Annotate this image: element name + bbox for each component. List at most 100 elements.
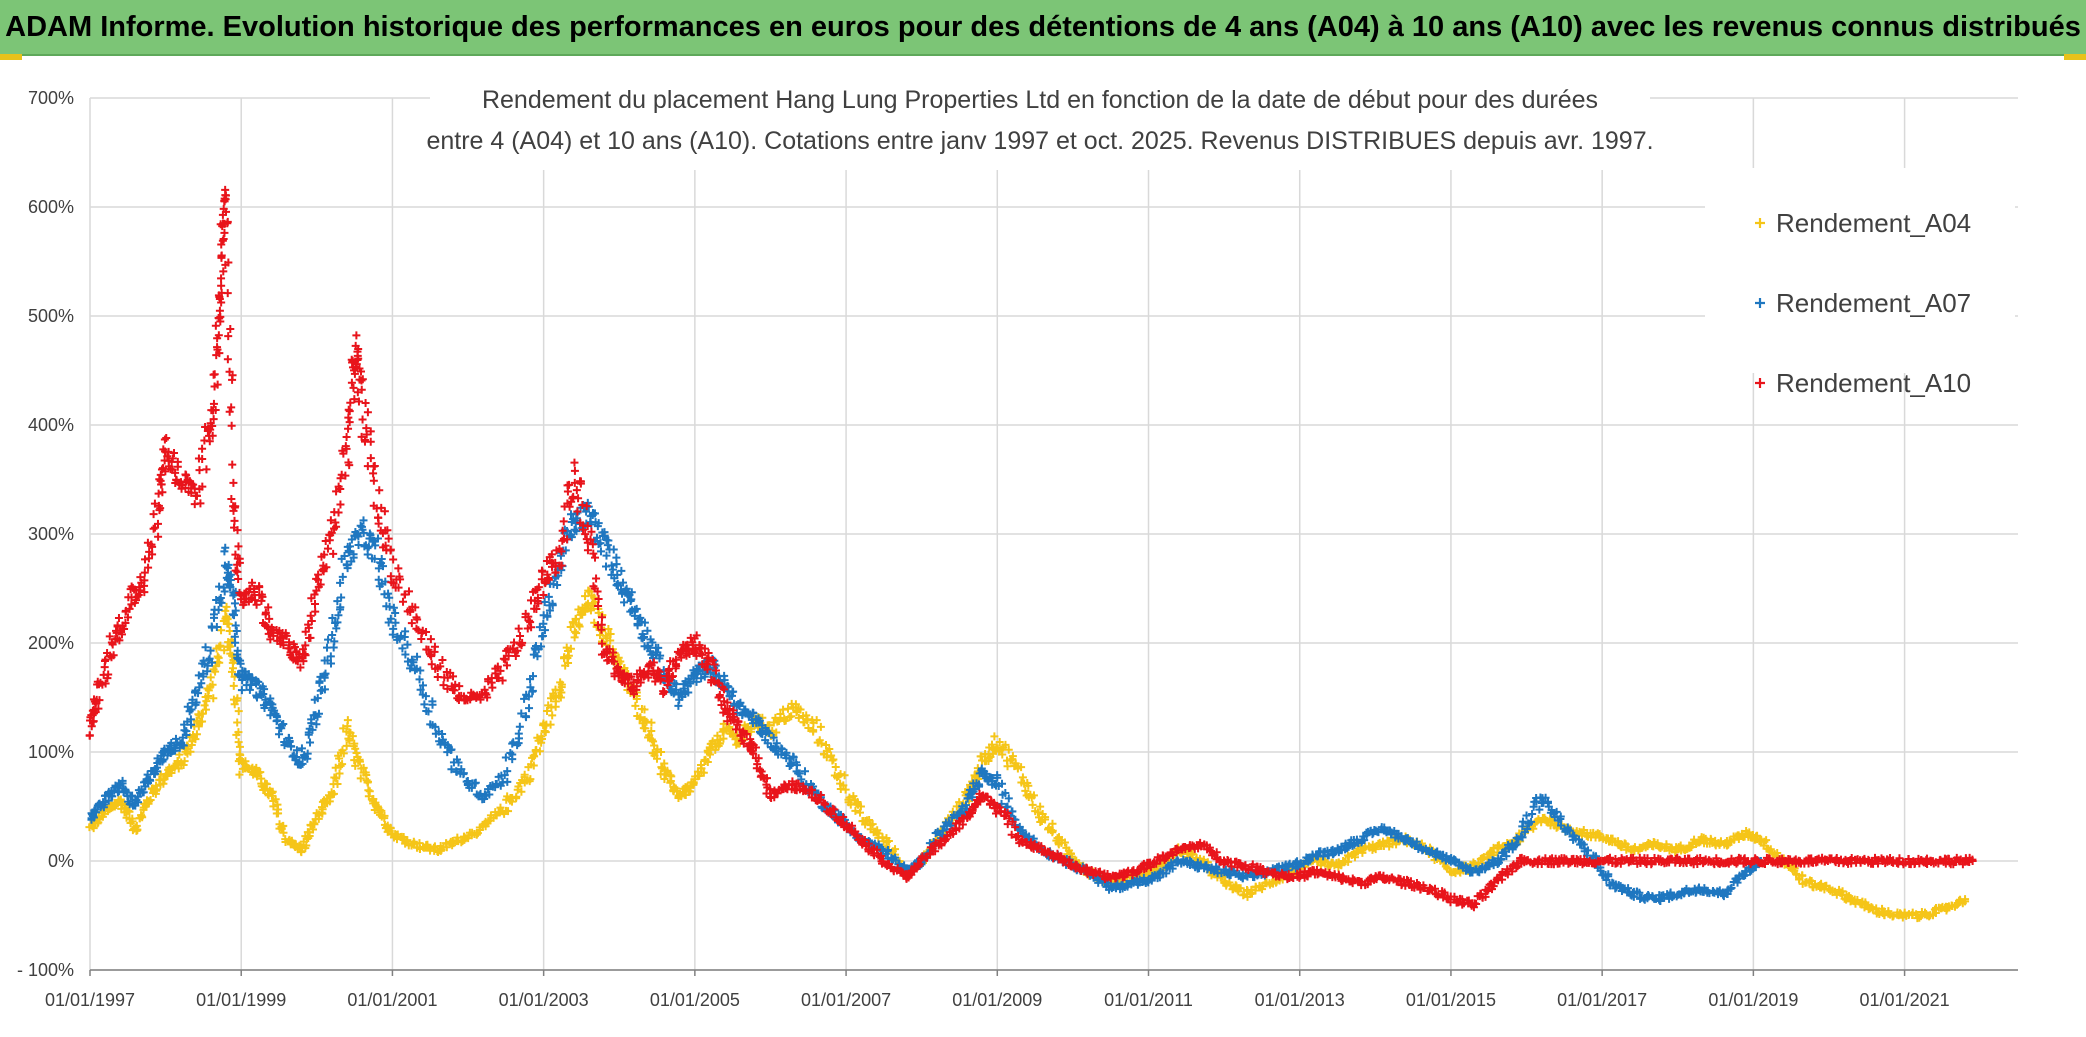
data-point <box>359 415 367 423</box>
data-point <box>610 545 618 553</box>
data-point <box>346 407 354 415</box>
data-point <box>366 787 374 795</box>
page-title: ADAM Informe. Evolution historique des p… <box>5 11 2081 44</box>
data-point <box>787 712 795 720</box>
data-point <box>371 462 379 470</box>
data-point <box>306 738 314 746</box>
data-point <box>841 771 849 779</box>
data-point <box>161 436 169 444</box>
data-point <box>150 525 158 533</box>
data-point <box>217 282 225 290</box>
data-point <box>224 355 232 363</box>
data-point <box>115 614 123 622</box>
data-point <box>394 564 402 572</box>
data-point <box>1528 810 1536 818</box>
data-point <box>332 624 340 632</box>
data-point <box>221 588 229 596</box>
data-point <box>571 628 579 636</box>
data-point <box>230 611 238 619</box>
data-point <box>202 465 210 473</box>
points-layer <box>85 186 1976 922</box>
data-point <box>344 414 352 422</box>
data-point <box>560 517 568 525</box>
data-point <box>369 469 377 477</box>
data-point <box>515 625 523 633</box>
data-point <box>336 500 344 508</box>
data-point <box>226 325 234 333</box>
data-point <box>597 547 605 555</box>
data-point <box>223 603 231 611</box>
data-point <box>455 682 463 690</box>
series-Rendement_A07 <box>87 499 1764 905</box>
data-point <box>516 723 524 731</box>
scatter-chart: - 100%0%100%200%300%400%500%600%700%01/0… <box>0 58 2086 1032</box>
data-point <box>639 634 647 642</box>
data-point <box>364 550 372 558</box>
data-point <box>387 546 395 554</box>
data-point <box>232 621 240 629</box>
data-point <box>367 438 375 446</box>
data-point <box>198 445 206 453</box>
series-Rendement_A04 <box>85 587 1969 922</box>
data-point <box>570 459 578 467</box>
data-point <box>488 684 496 692</box>
data-point <box>211 370 219 378</box>
data-point <box>231 599 239 607</box>
data-point <box>364 778 372 786</box>
data-point <box>253 601 261 609</box>
data-point <box>311 608 319 616</box>
data-point <box>367 454 375 462</box>
data-point <box>312 720 320 728</box>
data-point <box>389 556 397 564</box>
data-point <box>86 732 94 740</box>
data-point <box>307 612 315 620</box>
data-point <box>427 635 435 643</box>
data-point <box>233 719 241 727</box>
data-point <box>273 810 281 818</box>
data-point <box>348 379 356 387</box>
data-point <box>385 535 393 543</box>
data-point <box>196 499 204 507</box>
data-point <box>1239 891 1247 899</box>
data-point <box>230 682 238 690</box>
data-point <box>516 632 524 640</box>
data-point <box>201 701 209 709</box>
data-point <box>226 408 234 416</box>
data-point <box>617 567 625 575</box>
data-point <box>390 604 398 612</box>
data-point <box>548 711 556 719</box>
data-point <box>162 434 170 442</box>
data-point <box>221 186 229 194</box>
data-point <box>525 704 533 712</box>
data-point <box>231 517 239 525</box>
data-point <box>329 550 337 558</box>
data-point <box>150 510 158 518</box>
data-point <box>352 331 360 339</box>
data-point <box>215 606 223 614</box>
header-banner: ADAM Informe. Evolution historique des p… <box>0 0 2086 56</box>
data-point <box>195 466 203 474</box>
data-point <box>1019 773 1027 781</box>
data-point <box>335 509 343 517</box>
data-point <box>592 574 600 582</box>
data-point <box>349 384 357 392</box>
data-point <box>343 433 351 441</box>
chart-area: - 100%0%100%200%300%400%500%600%700%01/0… <box>0 58 2086 1032</box>
data-point <box>370 477 378 485</box>
data-point <box>224 332 232 340</box>
data-point <box>212 322 220 330</box>
data-point <box>362 399 370 407</box>
data-point <box>227 495 235 503</box>
data-point <box>226 627 234 635</box>
data-point <box>364 408 372 416</box>
data-point <box>547 721 555 729</box>
data-point <box>856 809 864 817</box>
data-point <box>591 554 599 562</box>
data-point <box>571 467 579 475</box>
data-point <box>227 403 235 411</box>
data-point <box>229 479 237 487</box>
data-point <box>228 461 236 469</box>
data-point <box>215 583 223 591</box>
data-point <box>604 541 612 549</box>
data-point <box>401 627 409 635</box>
